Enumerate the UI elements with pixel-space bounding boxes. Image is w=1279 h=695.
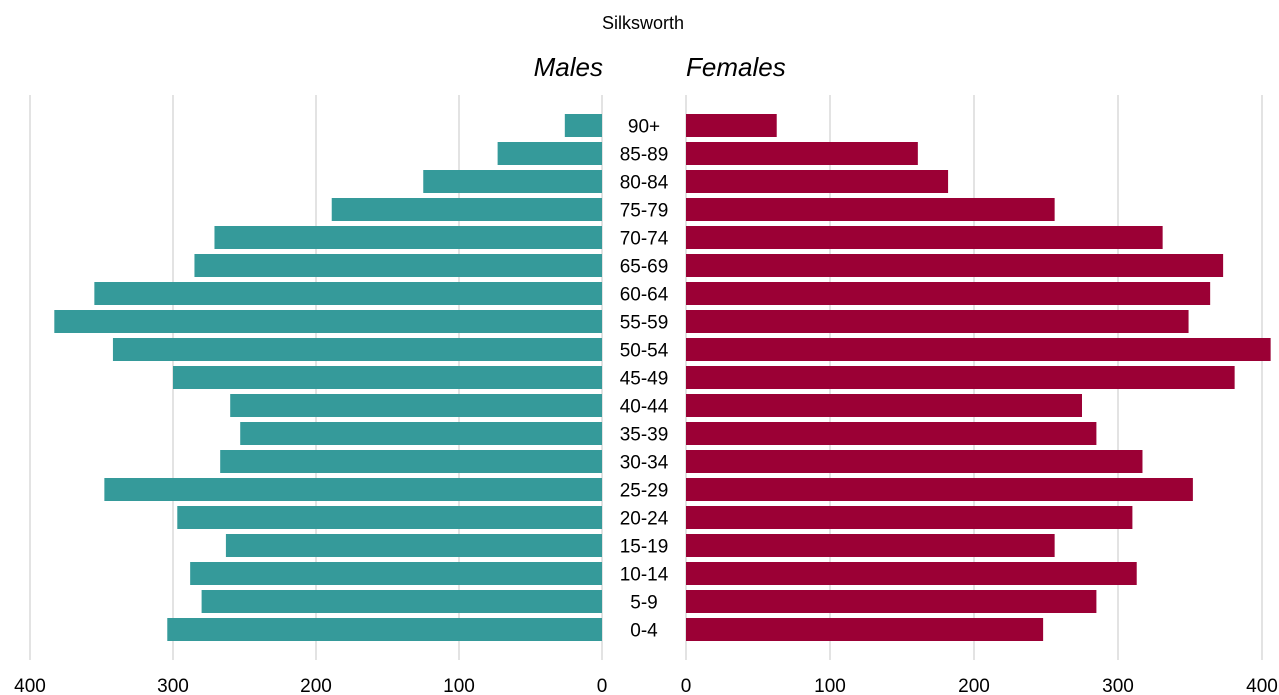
- bar-males-10-14: [190, 562, 602, 585]
- bar-males-30-34: [220, 450, 602, 473]
- tick-label-males-400: 400: [14, 676, 46, 695]
- age-label-65-69: 65-69: [620, 257, 669, 278]
- bar-males-15-19: [225, 534, 602, 557]
- bar-males-40-44: [230, 394, 602, 417]
- bar-females-40-44: [686, 394, 1082, 417]
- bar-males-5-9: [201, 590, 602, 613]
- bar-females-25-29: [686, 478, 1193, 501]
- bar-females-80-84: [686, 170, 949, 193]
- tick-label-females-300: 300: [1102, 676, 1134, 695]
- tick-label-males-0: 0: [597, 676, 608, 695]
- bar-males-80-84: [423, 170, 602, 193]
- tick-label-females-100: 100: [814, 676, 846, 695]
- age-label-20-24: 20-24: [620, 509, 669, 530]
- tick-label-males-200: 200: [300, 676, 332, 695]
- bar-females-20-24: [686, 506, 1133, 529]
- bar-females-65-69: [686, 254, 1224, 277]
- bar-females-55-59: [686, 310, 1189, 333]
- chart-title: Silksworth: [602, 13, 684, 33]
- bar-females-60-64: [686, 282, 1211, 305]
- tick-label-males-300: 300: [157, 676, 189, 695]
- age-label-55-59: 55-59: [620, 313, 669, 334]
- bar-males-25-29: [104, 478, 603, 501]
- age-label-75-79: 75-79: [620, 201, 669, 222]
- tick-label-females-400: 400: [1246, 676, 1278, 695]
- tick-label-females-0: 0: [681, 676, 692, 695]
- bar-females-90+: [686, 114, 777, 137]
- age-label-90+: 90+: [628, 117, 660, 138]
- age-label-35-39: 35-39: [620, 425, 669, 446]
- bar-females-30-34: [686, 450, 1143, 473]
- age-label-45-49: 45-49: [620, 369, 669, 390]
- bars: [54, 114, 1271, 641]
- axis-ticks: 0 0 100 100 200 200 300 300 400 400: [14, 676, 1278, 695]
- age-label-30-34: 30-34: [620, 453, 669, 474]
- bar-females-85-89: [686, 142, 918, 165]
- age-label-40-44: 40-44: [620, 397, 669, 418]
- bar-males-55-59: [54, 310, 603, 333]
- bar-males-60-64: [94, 282, 602, 305]
- bar-females-50-54: [686, 338, 1271, 361]
- age-label-0-4: 0-4: [630, 621, 658, 642]
- age-label-5-9: 5-9: [630, 593, 657, 614]
- bar-males-75-79: [331, 198, 602, 221]
- bar-males-85-89: [497, 142, 602, 165]
- age-label-70-74: 70-74: [620, 229, 669, 250]
- bar-males-70-74: [214, 226, 602, 249]
- age-label-60-64: 60-64: [620, 285, 669, 306]
- bar-females-70-74: [686, 226, 1163, 249]
- tick-label-females-200: 200: [958, 676, 990, 695]
- bar-females-5-9: [686, 590, 1097, 613]
- tick-label-males-100: 100: [443, 676, 475, 695]
- age-label-80-84: 80-84: [620, 173, 669, 194]
- females-label: Females: [686, 52, 786, 82]
- age-label-15-19: 15-19: [620, 537, 669, 558]
- bar-females-35-39: [686, 422, 1097, 445]
- bar-males-20-24: [177, 506, 603, 529]
- bar-males-90+: [564, 114, 602, 137]
- bar-males-50-54: [112, 338, 602, 361]
- bar-females-15-19: [686, 534, 1055, 557]
- males-label: Males: [534, 52, 603, 82]
- bar-females-45-49: [686, 366, 1235, 389]
- age-label-25-29: 25-29: [620, 481, 669, 502]
- age-label-85-89: 85-89: [620, 145, 669, 166]
- bar-males-35-39: [240, 422, 602, 445]
- age-labels: 0-4 5-9 10-14 15-19 20-24 25-29 30-34 35-39 40-4…: [620, 117, 669, 642]
- age-label-10-14: 10-14: [620, 565, 669, 586]
- bar-females-10-14: [686, 562, 1137, 585]
- bar-females-0-4: [686, 618, 1044, 641]
- bar-males-65-69: [194, 254, 602, 277]
- age-label-50-54: 50-54: [620, 341, 669, 362]
- bar-females-75-79: [686, 198, 1055, 221]
- bar-males-45-49: [173, 366, 602, 389]
- bar-males-0-4: [167, 618, 602, 641]
